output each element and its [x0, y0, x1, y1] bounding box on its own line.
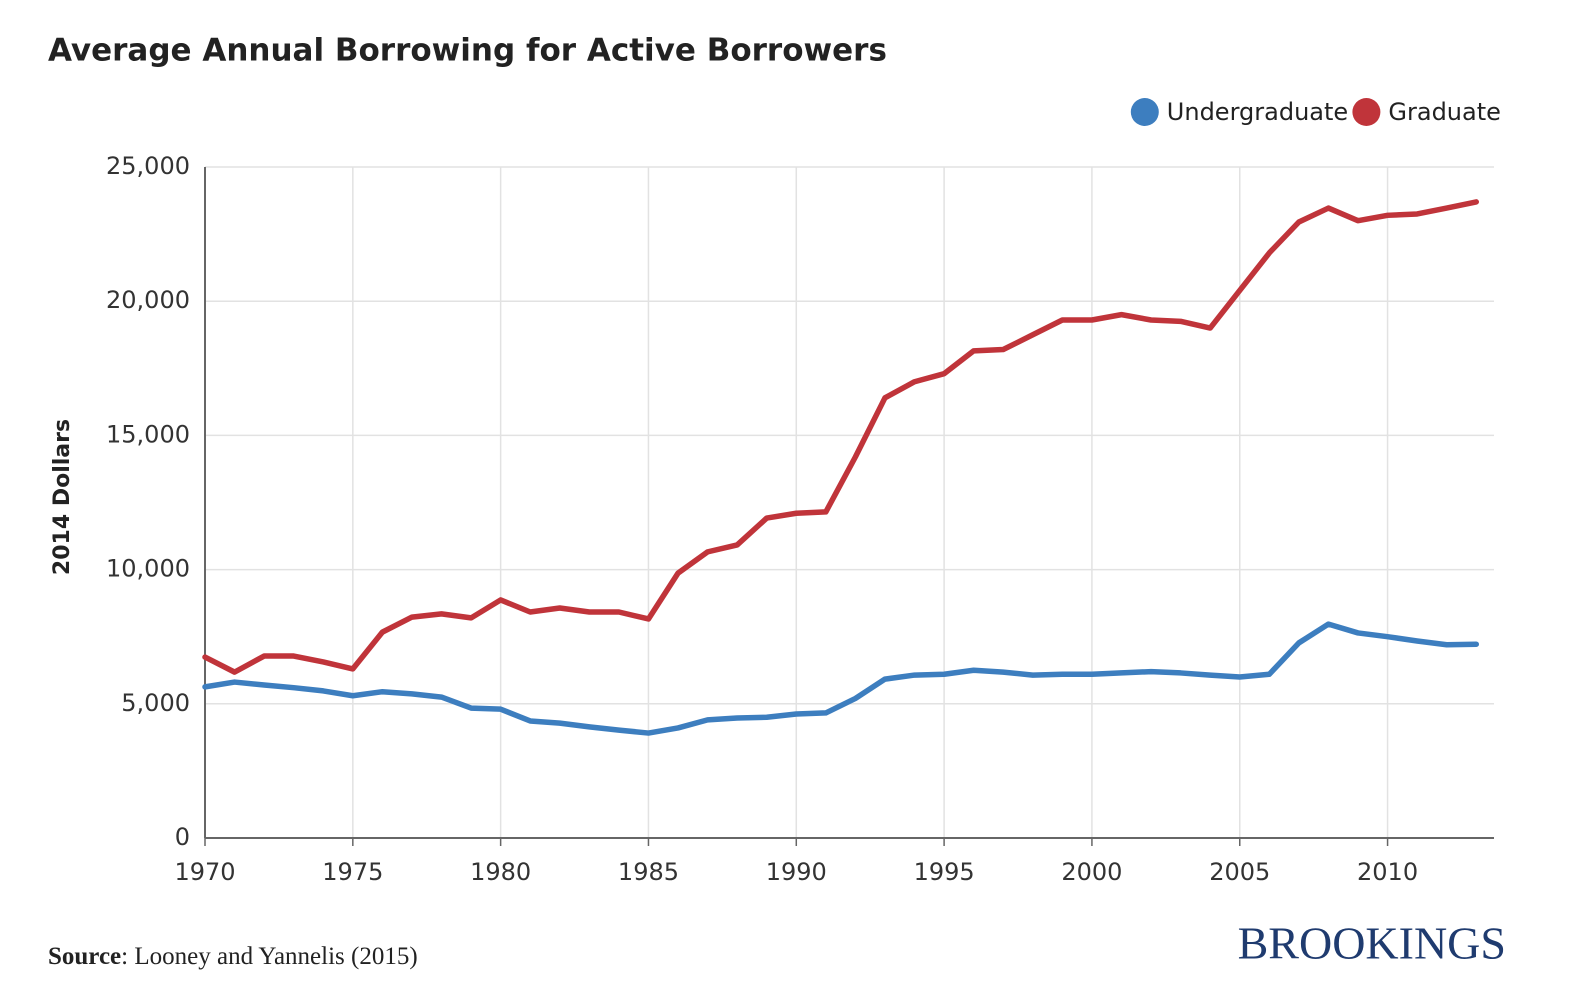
legend-swatch: [1130, 98, 1159, 126]
series-line: [202, 199, 1480, 675]
legend-label: Graduate: [1388, 98, 1501, 126]
legend-swatch: [1352, 98, 1381, 126]
x-tick-label: 1975: [322, 858, 383, 886]
y-tick-label: 5,000: [121, 689, 190, 717]
y-tick-label: 20,000: [106, 286, 190, 314]
y-tick-label: 15,000: [106, 420, 190, 448]
brand: BROOKINGS: [1238, 918, 1506, 969]
source-text: : Looney and Yannelis (2015): [121, 943, 418, 970]
y-axis-label: 2014 Dollars: [50, 419, 75, 575]
y-tick-label: 25,000: [106, 152, 190, 180]
x-tick-label: 2010: [1357, 858, 1418, 886]
x-tick-label: 1980: [470, 858, 531, 886]
source: Source: Looney and Yannelis (2015): [48, 943, 418, 970]
x-tick-label: 1990: [766, 858, 827, 886]
x-tick-label: 1970: [174, 858, 235, 886]
source-label: Source: [48, 943, 121, 970]
legend-label: Undergraduate: [1167, 98, 1348, 126]
y-tick-label: 10,000: [106, 555, 190, 583]
x-tick-label: 1995: [914, 858, 975, 886]
chart-title: Average Annual Borrowing for Active Borr…: [48, 33, 887, 69]
x-tick-label: 2000: [1061, 858, 1122, 886]
series-line: [202, 621, 1480, 736]
x-tick-label: 2005: [1209, 858, 1270, 886]
x-tick-label: 1985: [618, 858, 679, 886]
y-tick-label: 0: [175, 823, 190, 851]
